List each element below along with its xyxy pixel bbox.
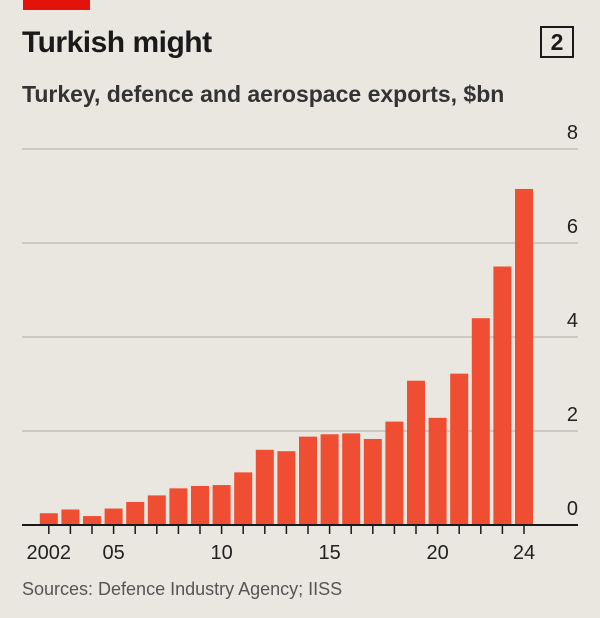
bar [428,417,447,525]
bar [61,509,80,525]
bar [255,449,274,525]
x-tick-label: 15 [318,542,340,564]
y-tick-label: 0 [567,498,578,520]
bar [169,488,188,525]
chart-number-badge: 2 [540,26,574,58]
bar [277,451,296,525]
bar [471,318,490,525]
x-tick-label: 20 [426,542,448,564]
bar [363,438,382,525]
bar [299,436,317,525]
bar [407,380,425,525]
bar [515,188,533,525]
bar [104,508,123,525]
bar [39,513,58,525]
y-tick-label: 4 [567,310,578,332]
x-tick-label: 2002 [27,542,72,564]
bar [234,472,253,525]
bar [83,516,101,525]
bar [191,485,209,525]
x-tick-label: 05 [102,542,124,564]
chart-subtitle: Turkey, defence and aerospace exports, $… [22,81,505,107]
chart-title: Turkish might [22,26,212,59]
bar [342,433,361,525]
y-tick-label: 6 [567,216,578,238]
y-tick-label: 8 [567,122,578,144]
bar [126,501,145,525]
bar [320,434,339,525]
x-tick-label: 10 [210,542,232,564]
bar [493,266,512,525]
brand-tag [23,0,90,10]
bar [212,485,231,525]
source-note: Sources: Defence Industry Agency; IISS [22,579,343,599]
bar [385,421,404,525]
x-tick-label: 24 [513,542,535,564]
bar [450,373,469,525]
bar [147,495,166,525]
y-tick-label: 2 [567,404,578,426]
